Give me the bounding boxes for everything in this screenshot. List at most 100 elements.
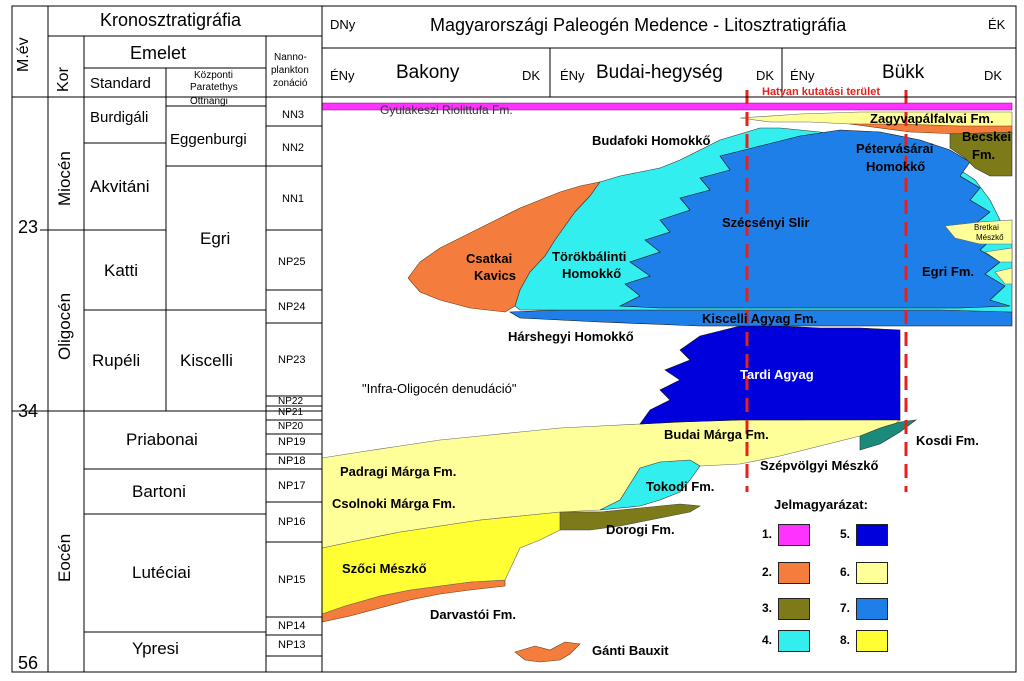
stage-eggenburgi: Eggenburgi (170, 131, 247, 148)
fm-kosdi: Kosdi Fm. (916, 433, 979, 448)
epoch-eocen: Eocén (55, 533, 74, 582)
zone-np14: NP14 (278, 620, 306, 632)
zone-nn1: NN1 (282, 193, 305, 205)
legend-swatch (856, 630, 888, 652)
paratethys-label-2: Paratethys (190, 82, 238, 93)
bakony-name: Bakony (396, 62, 460, 83)
fm-csolnoki: Csolnoki Márga Fm. (332, 496, 456, 511)
kosdi-layer (859, 419, 918, 451)
fm-egri: Egri Fm. (922, 264, 975, 279)
pale-wedge-2 (994, 267, 1013, 285)
age-56: 56 (18, 653, 39, 673)
legend-title: Jelmagyarázat: (774, 497, 868, 512)
budai-to: DK (756, 68, 775, 83)
fm-bretkai-1: Bretkai (974, 223, 999, 232)
fm-ganti: Gánti Bauxit (592, 643, 669, 658)
budai-name: Budai-hegység (596, 62, 723, 83)
zone-np25: NP25 (278, 256, 306, 268)
legend-swatch (778, 562, 810, 584)
budai-from: ÉNy (560, 68, 585, 83)
fm-szepvolgyi: Szépvölgyi Mészkő (760, 458, 879, 473)
fm-zagyvapalfalvai: Zagyvapálfalvai Fm. (870, 111, 994, 126)
stage-priabonai: Priabonai (126, 430, 198, 449)
stage-burdigali: Burdigáli (90, 109, 149, 126)
zone-nn3: NN3 (282, 109, 305, 121)
age-34: 34 (18, 401, 39, 421)
fm-torokbalinti-1: Törökbálinti (552, 249, 627, 264)
fm-petervasarai-1: Pétervásárai (856, 141, 934, 156)
epoch-miocen: Miocén (55, 151, 74, 206)
stage-kiscelli: Kiscelli (180, 351, 233, 370)
zone-np21: NP21 (278, 407, 304, 418)
stage-akvitani: Akvitáni (90, 177, 150, 196)
fm-csatkai-2: Kavics (474, 268, 516, 283)
legend-label: 1. (762, 527, 773, 541)
infra-oligocen: "Infra-Oligocén denudáció" (362, 381, 517, 396)
fm-dorogi: Dorogi Fm. (606, 522, 675, 537)
chrono-title: Kronosztratigráfia (100, 10, 242, 30)
fm-csatkai-1: Csatkai (466, 251, 513, 266)
fm-budai-marga: Budai Márga Fm. (664, 427, 769, 442)
legend-label: 4. (762, 633, 773, 647)
tardi-layer (639, 325, 901, 425)
legend-swatch (778, 630, 810, 652)
stage-bartoni: Bartoni (132, 482, 186, 501)
bukk-from: ÉNy (790, 68, 815, 83)
zone-nn2: NN2 (282, 142, 305, 154)
legend-label: 3. (762, 601, 773, 615)
fm-harshegyi: Hárshegyi Homokkő (508, 329, 634, 344)
epoch-oligocen: Oligocén (55, 292, 74, 360)
ganti-bauxite (514, 641, 581, 663)
szecsenyi-layer (618, 129, 1011, 309)
legend-label: 8. (840, 633, 851, 647)
bakony-to: DK (522, 68, 541, 83)
legend-label: 5. (840, 527, 851, 541)
fm-szoci: Szőci Mészkő (342, 561, 427, 576)
emelet-label: Emelet (130, 43, 187, 63)
nanno-label-3: zonáció (273, 78, 308, 89)
pale-wedge-1 (984, 247, 1013, 263)
orange-sliver (849, 123, 1013, 135)
legend-swatch (856, 524, 888, 546)
fm-kiscelli: Kiscelli Agyag Fm. (702, 311, 818, 326)
legend-label: 6. (840, 565, 851, 579)
dir-left: DNy (330, 17, 356, 32)
age-axis-label: M.év (15, 37, 32, 72)
eocene-pale-yellow (321, 417, 901, 549)
litho-title: Magyarországi Paleogén Medence - Litoszt… (430, 15, 847, 35)
legend-swatch (778, 524, 810, 546)
becskei-layer (949, 131, 1013, 177)
zone-np16: NP16 (278, 516, 306, 528)
stage-ottnangi: Ottnangi (190, 96, 228, 107)
bukk-name: Bükk (882, 62, 925, 83)
stage-egri: Egri (200, 229, 231, 248)
bukk-to: DK (984, 68, 1003, 83)
fm-torokbalinti-2: Homokkő (562, 266, 622, 281)
fm-tokodi: Tokodi Fm. (646, 479, 715, 494)
fm-petervasarai-2: Homokkő (866, 159, 926, 174)
table-grid (11, 5, 1017, 673)
zone-np22: NP22 (278, 396, 304, 407)
fm-budafoki: Budafoki Homokkő (592, 133, 711, 148)
zone-np15: NP15 (278, 574, 306, 586)
legend-swatch (856, 562, 888, 584)
fm-gyulakeszi: Gyulakeszi Riolittufa Fm. (380, 103, 513, 117)
tokodi-layer (599, 459, 701, 511)
bakony-from: ÉNy (330, 68, 355, 83)
bretkai-layer (944, 219, 1013, 245)
dorogi-layer (559, 503, 701, 531)
kor-label: Kor (55, 67, 72, 92)
stage-luteciai: Lutéciai (132, 563, 191, 582)
legend-swatch (778, 598, 810, 620)
legend-swatch (856, 598, 888, 620)
zone-np20: NP20 (278, 421, 304, 432)
legend-label: 2. (762, 565, 773, 579)
standard-label: Standard (90, 75, 151, 92)
zone-np19: NP19 (278, 436, 306, 448)
fm-becskei-2: Fm. (972, 147, 996, 162)
stage-ruperli: Rupéli (92, 351, 141, 370)
lithostratigraphy-body (321, 102, 1013, 663)
nanno-label-1: Nanno- (274, 52, 307, 63)
zone-np23: NP23 (278, 354, 306, 366)
